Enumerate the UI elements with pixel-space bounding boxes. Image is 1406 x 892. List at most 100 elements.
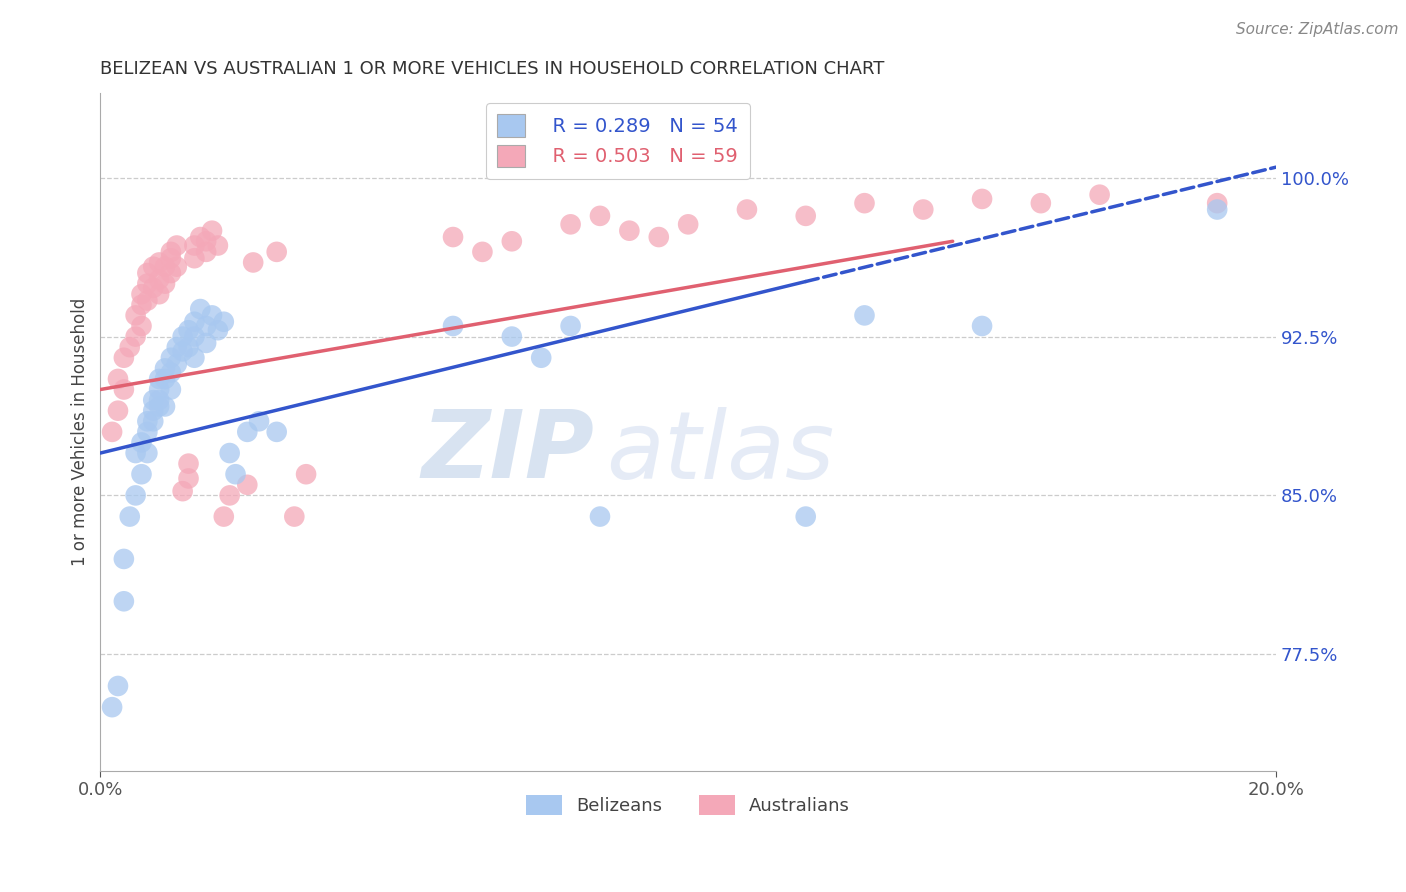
Point (118, 509, 141, 524)
Point (166, 238, 188, 252)
Point (101, 700, 124, 714)
Point (177, 340, 200, 354)
Point (236, 478, 259, 492)
Point (166, 260, 188, 274)
Point (153, 361, 176, 376)
Point (136, 266, 159, 280)
Point (148, 255, 170, 269)
Point (236, 425, 259, 439)
Point (201, 309, 224, 323)
Point (131, 467, 153, 482)
Point (124, 446, 146, 460)
Point (136, 425, 159, 439)
Point (471, 244, 494, 259)
Point (853, 196, 876, 211)
Point (148, 287, 170, 301)
Point (136, 277, 159, 291)
Point (589, 209, 612, 223)
Point (1206, 196, 1229, 211)
Point (177, 323, 200, 337)
Point (160, 351, 183, 365)
Point (136, 446, 159, 460)
Point (177, 457, 200, 471)
Point (148, 393, 170, 408)
Point (172, 329, 194, 343)
Point (195, 335, 218, 350)
Point (131, 318, 153, 333)
Point (160, 366, 183, 380)
Point (142, 260, 165, 274)
Point (212, 315, 235, 329)
Point (183, 351, 205, 365)
Point (201, 224, 224, 238)
Point (107, 679, 129, 693)
Point (183, 251, 205, 265)
Point (295, 467, 318, 482)
Point (124, 329, 146, 343)
Point (153, 260, 176, 274)
Point (188, 301, 211, 316)
Point (107, 403, 129, 417)
Point (207, 323, 229, 337)
Point (195, 318, 218, 333)
Point (142, 281, 165, 295)
Point (794, 509, 817, 524)
Point (183, 315, 205, 329)
Point (153, 277, 176, 291)
Point (970, 318, 993, 333)
Point (912, 202, 935, 217)
Point (131, 435, 153, 450)
Point (183, 329, 205, 343)
Point (166, 357, 188, 371)
Point (530, 351, 553, 365)
Point (136, 414, 159, 428)
Point (160, 266, 183, 280)
Point (225, 467, 247, 482)
Point (648, 230, 671, 244)
Text: Source: ZipAtlas.com: Source: ZipAtlas.com (1236, 22, 1399, 37)
Text: atlas: atlas (606, 407, 834, 498)
Point (970, 192, 993, 206)
Point (142, 414, 165, 428)
Point (112, 552, 135, 566)
Point (188, 230, 211, 244)
Point (589, 509, 612, 524)
Text: ZIP: ZIP (422, 406, 595, 499)
Point (794, 209, 817, 223)
Point (148, 272, 170, 286)
Point (172, 484, 194, 499)
Point (107, 372, 129, 386)
Point (501, 234, 523, 248)
Point (183, 238, 205, 252)
Point (247, 414, 270, 428)
Point (160, 251, 183, 265)
Point (501, 329, 523, 343)
Point (124, 488, 146, 502)
Point (242, 255, 264, 269)
Point (1029, 196, 1052, 211)
Point (735, 202, 758, 217)
Point (441, 230, 464, 244)
Point (131, 287, 153, 301)
Point (266, 244, 288, 259)
Point (148, 383, 170, 397)
Point (153, 372, 176, 386)
Point (160, 244, 183, 259)
Point (101, 425, 124, 439)
Point (218, 446, 240, 460)
Point (118, 340, 141, 354)
Point (136, 293, 159, 308)
Point (153, 400, 176, 414)
Point (676, 218, 699, 232)
Point (124, 309, 146, 323)
Point (266, 425, 288, 439)
Point (1088, 187, 1111, 202)
Point (560, 318, 582, 333)
Text: BELIZEAN VS AUSTRALIAN 1 OR MORE VEHICLES IN HOUSEHOLD CORRELATION CHART: BELIZEAN VS AUSTRALIAN 1 OR MORE VEHICLE… (100, 60, 884, 78)
Legend: Belizeans, Australians: Belizeans, Australians (519, 788, 858, 822)
Point (283, 509, 305, 524)
Point (131, 298, 153, 312)
Point (853, 309, 876, 323)
Point (1206, 202, 1229, 217)
Point (207, 238, 229, 252)
